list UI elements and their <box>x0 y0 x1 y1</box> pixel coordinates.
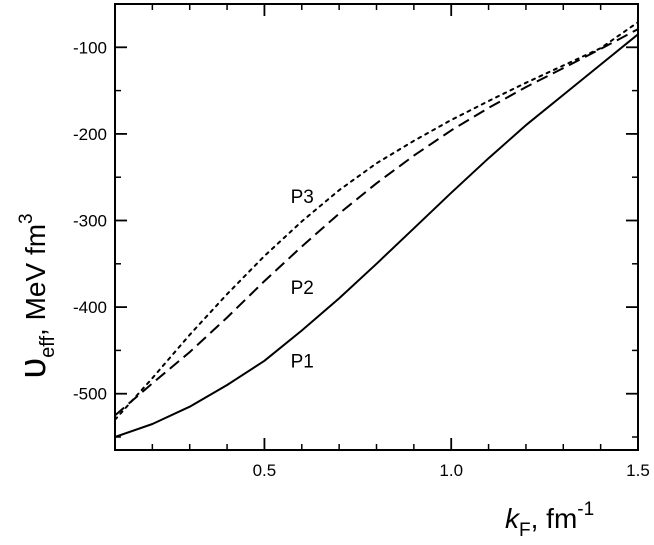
x-axis-subscript: F <box>519 520 531 541</box>
x-axis-symbol: k <box>505 503 521 534</box>
y-axis-symbol: υ <box>12 358 54 379</box>
y-tick-label: -200 <box>73 125 107 144</box>
y-tick-label: -100 <box>73 38 107 57</box>
y-axis-subscript: eff <box>37 336 59 358</box>
x-axis-unit-exponent: -1 <box>577 499 594 520</box>
x-tick-labels: 0.5 1.0 1.5 <box>253 461 650 480</box>
series-lines <box>114 21 639 438</box>
y-tick-label: -300 <box>73 212 107 231</box>
y-tick-label: -500 <box>73 385 107 404</box>
x-tick-label: 1.0 <box>439 461 463 480</box>
y-tick-label: -400 <box>73 298 107 317</box>
y-tick-labels: -500 -400 -300 -200 -100 <box>73 38 107 403</box>
x-tick-label: 1.5 <box>626 461 650 480</box>
series-annotations: P3 P2 P1 <box>291 187 314 373</box>
series-line-p3 <box>114 21 639 421</box>
series-annotation-p1: P1 <box>291 352 314 373</box>
series-line-p1 <box>114 33 639 438</box>
series-line-p2 <box>114 28 639 417</box>
series-annotation-p2: P2 <box>291 278 314 299</box>
x-tick-label: 0.5 <box>253 461 277 480</box>
x-axis-unit: , fm <box>531 503 578 534</box>
series-annotation-p3: P3 <box>291 187 314 208</box>
plot-frame <box>114 3 639 451</box>
y-axis-unit-exponent: 3 <box>16 213 37 224</box>
x-axis-label: kF, fm-1 <box>505 499 594 541</box>
y-axis-label: υeff, MeV fm3 <box>12 213 59 378</box>
y-axis-unit: , MeV fm <box>20 224 51 336</box>
